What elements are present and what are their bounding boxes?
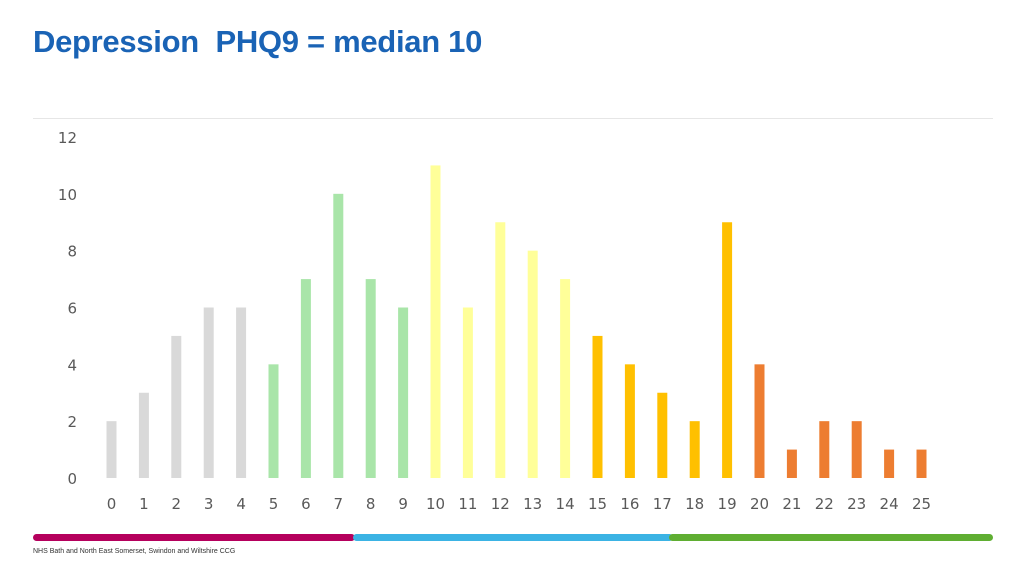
x-tick-label: 13 <box>523 495 542 513</box>
y-tick-label: 4 <box>67 356 77 374</box>
x-tick-label: 5 <box>269 495 279 513</box>
x-tick-label: 9 <box>398 495 408 513</box>
x-tick-label: 21 <box>782 495 801 513</box>
bar-10 <box>430 165 441 478</box>
bar-4 <box>236 307 247 478</box>
bar-24 <box>884 449 895 478</box>
y-axis: 0 2 4 6 8 10 12 <box>58 129 77 488</box>
bar-0 <box>106 421 117 478</box>
bar-5 <box>268 364 279 478</box>
bar-13 <box>527 250 538 478</box>
x-tick-label: 12 <box>491 495 510 513</box>
x-tick-label: 8 <box>366 495 376 513</box>
x-tick-label: 20 <box>750 495 769 513</box>
x-tick-label: 11 <box>458 495 477 513</box>
x-tick-label: 4 <box>236 495 246 513</box>
x-axis: 0 1 2 3 4 5 6 7 8 9 10 11 12 13 14 15 16 17 18 19 20 21 22 23 24… <box>107 495 931 513</box>
x-tick-label: 15 <box>588 495 607 513</box>
x-tick-label: 23 <box>847 495 866 513</box>
bar-7 <box>333 193 344 479</box>
bar-6 <box>300 279 311 478</box>
bar-19 <box>722 222 733 478</box>
x-tick-label: 24 <box>880 495 899 513</box>
bar-9 <box>398 307 409 478</box>
bar-20 <box>754 364 765 478</box>
footer-band-right <box>669 534 993 541</box>
x-tick-label: 25 <box>912 495 931 513</box>
x-tick-label: 18 <box>685 495 704 513</box>
bar-15 <box>592 335 603 478</box>
bar-22 <box>819 421 830 478</box>
bar-3 <box>203 307 214 478</box>
bars <box>106 165 927 479</box>
bar-23 <box>851 421 862 478</box>
y-tick-label: 12 <box>58 129 77 147</box>
bar-17 <box>657 392 668 478</box>
x-tick-label: 3 <box>204 495 214 513</box>
y-tick-label: 8 <box>67 243 77 261</box>
x-tick-label: 19 <box>718 495 737 513</box>
page-title: Depression PHQ9 = median 10 <box>33 24 483 59</box>
x-tick-label: 6 <box>301 495 311 513</box>
bar-25 <box>916 449 927 478</box>
bar-14 <box>560 279 571 478</box>
x-tick-label: 16 <box>620 495 639 513</box>
footer-text: NHS Bath and North East Somerset, Swindo… <box>33 548 236 555</box>
footer-band-middle <box>353 534 673 541</box>
y-tick-label: 10 <box>58 186 77 204</box>
x-tick-label: 7 <box>334 495 344 513</box>
bar-1 <box>138 392 149 478</box>
footer-band-left <box>33 534 355 541</box>
x-tick-label: 0 <box>107 495 117 513</box>
bar-21 <box>786 449 797 478</box>
x-tick-label: 10 <box>426 495 445 513</box>
bar-2 <box>171 335 182 478</box>
x-tick-label: 1 <box>139 495 149 513</box>
y-tick-label: 2 <box>67 413 77 431</box>
bar-11 <box>462 307 473 478</box>
bar-8 <box>365 279 376 478</box>
x-tick-label: 2 <box>172 495 182 513</box>
bar-12 <box>495 222 506 478</box>
bar-18 <box>689 421 700 478</box>
y-tick-label: 0 <box>67 470 77 488</box>
x-tick-label: 17 <box>653 495 672 513</box>
y-tick-label: 6 <box>67 300 77 318</box>
x-tick-label: 14 <box>556 495 575 513</box>
x-tick-label: 22 <box>815 495 834 513</box>
title-divider <box>33 118 993 119</box>
bar-16 <box>624 364 635 478</box>
